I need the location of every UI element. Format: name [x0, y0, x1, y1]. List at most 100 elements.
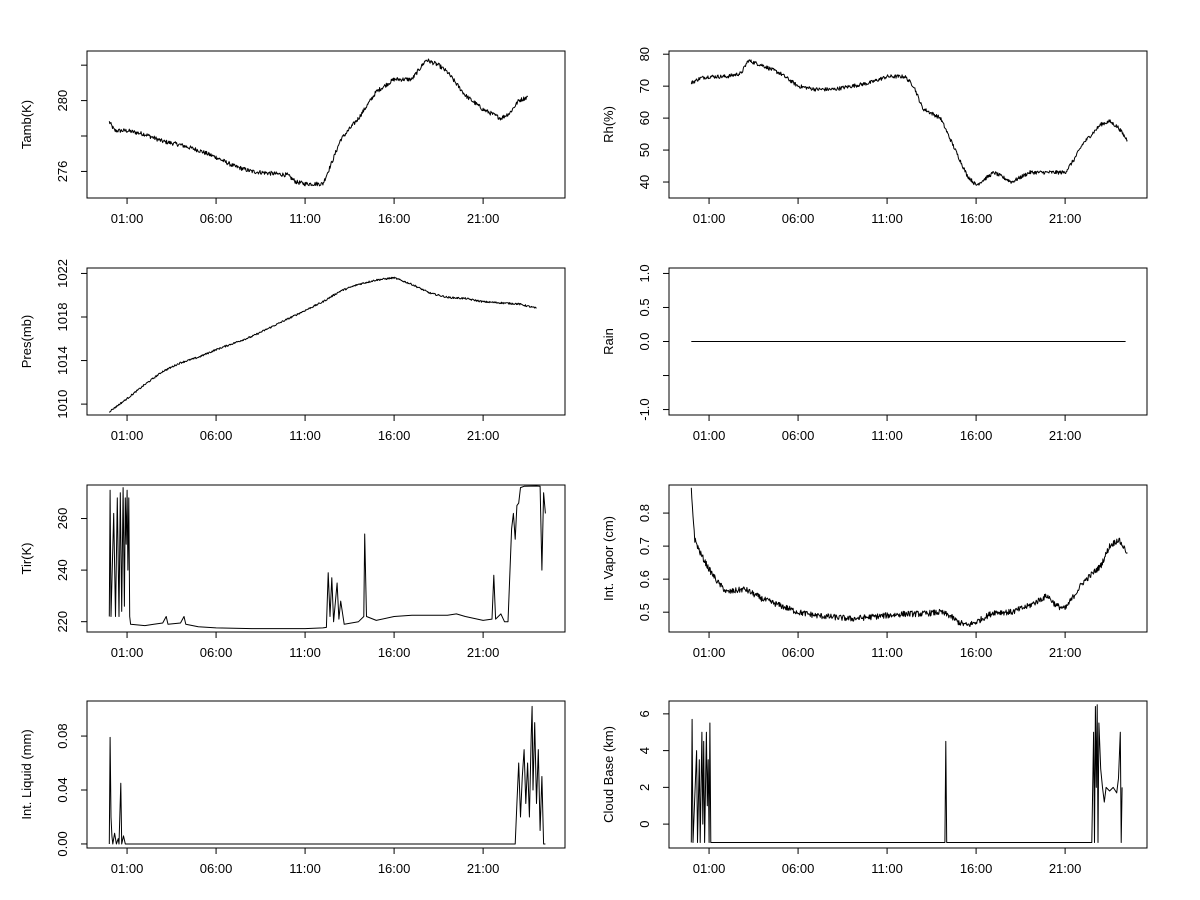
x-tick-label: 21:00 [467, 645, 500, 660]
y-tick-label: 80 [637, 47, 652, 61]
x-tick-label: 21:00 [467, 211, 500, 226]
y-tick-label: 50 [637, 143, 652, 157]
x-tick-label: 06:00 [200, 211, 233, 226]
x-tick-label: 06:00 [782, 211, 815, 226]
x-tick-label: 06:00 [782, 645, 815, 660]
y-tick-label: 40 [637, 175, 652, 189]
panel-4: 01:00 06:00 11:00 16:00 21:00 220 240 260 Tir(K) [19, 484, 566, 660]
plot-frame [668, 700, 1148, 849]
series-line [108, 485, 546, 630]
x-tick-label: 01:00 [111, 861, 144, 876]
y-tick-label: 0.04 [55, 777, 70, 802]
x-tick-label: 11:00 [289, 861, 321, 876]
series-line [108, 276, 537, 413]
x-tick-label: 16:00 [960, 645, 993, 660]
y-tick-label: 2 [637, 784, 652, 791]
y-tick-label: 0.8 [637, 504, 652, 522]
y-axis-label: Tir(K) [19, 542, 34, 574]
y-tick-label: 280 [55, 90, 70, 112]
x-tick-label: 16:00 [378, 861, 411, 876]
x-tick-label: 11:00 [289, 428, 321, 443]
y-tick-label: 0.08 [55, 723, 70, 748]
y-axis-label: Tamb(K) [19, 100, 34, 149]
panel-3: 01:00 06:00 11:00 16:00 21:00 -1.0 0.0 0.5 1.0 Ra… [601, 264, 1148, 443]
y-tick-label: 220 [55, 611, 70, 633]
x-tick-label: 01:00 [111, 645, 144, 660]
y-tick-label: 1018 [55, 303, 70, 332]
x-tick-label: 06:00 [200, 861, 233, 876]
y-tick-label: 4 [637, 747, 652, 754]
x-tick-label: 01:00 [693, 645, 726, 660]
x-tick-label: 16:00 [378, 211, 411, 226]
panel-6: 01:00 06:00 11:00 16:00 21:00 0.00 0.04 0.08 Int… [19, 700, 566, 876]
y-tick-label: 60 [637, 111, 652, 125]
panel-5: 01:00 06:00 11:00 16:00 21:00 0.5 0.6 0.7 0.8 Int… [601, 484, 1148, 660]
y-axis-label: Pres(mb) [19, 315, 34, 368]
series-line [108, 705, 546, 845]
x-tick-label: 21:00 [1049, 211, 1082, 226]
y-tick-label: 6 [637, 710, 652, 717]
x-tick-label: 06:00 [782, 428, 815, 443]
y-axis-label: Cloud Base (km) [601, 726, 616, 823]
x-tick-label: 16:00 [960, 211, 993, 226]
y-tick-label: 260 [55, 508, 70, 530]
x-tick-label: 16:00 [378, 428, 411, 443]
x-tick-label: 11:00 [871, 645, 903, 660]
x-tick-label: 21:00 [467, 861, 500, 876]
x-tick-label: 11:00 [871, 428, 903, 443]
panel-0: 01:00 06:00 11:00 16:00 21:00 276 280 Tamb(K) [19, 50, 566, 226]
y-axis-label: Rh(%) [601, 106, 616, 143]
x-tick-label: 11:00 [289, 211, 321, 226]
x-tick-label: 11:00 [289, 645, 321, 660]
y-tick-label: 0.5 [637, 603, 652, 621]
y-tick-label: 1014 [55, 346, 70, 375]
x-tick-label: 16:00 [960, 861, 993, 876]
x-tick-label: 01:00 [693, 861, 726, 876]
x-tick-label: 06:00 [200, 645, 233, 660]
y-axis-label: Rain [601, 328, 616, 355]
x-tick-label: 01:00 [693, 211, 726, 226]
y-tick-label: 1022 [55, 259, 70, 288]
y-tick-label: 276 [55, 161, 70, 183]
y-tick-label: 0 [637, 820, 652, 827]
series-line [108, 58, 529, 187]
x-tick-label: 01:00 [111, 211, 144, 226]
series-line [690, 487, 1128, 627]
y-tick-label: 0.5 [637, 298, 652, 316]
x-tick-label: 16:00 [378, 645, 411, 660]
y-tick-label: 0.6 [637, 570, 652, 588]
x-tick-label: 21:00 [1049, 428, 1082, 443]
plot-frame [86, 267, 566, 416]
y-tick-label: 240 [55, 559, 70, 581]
y-tick-label: 0.00 [55, 831, 70, 856]
x-tick-label: 06:00 [782, 861, 815, 876]
plot-frame [668, 50, 1148, 199]
x-tick-label: 21:00 [1049, 645, 1082, 660]
y-tick-label: -1.0 [637, 398, 652, 420]
series-line [690, 704, 1123, 843]
y-tick-label: 1.0 [637, 264, 652, 282]
plot-frame [86, 484, 566, 633]
plot-frame [86, 50, 566, 199]
y-axis-label: Int. Liquid (mm) [19, 729, 34, 819]
y-tick-label: 70 [637, 79, 652, 93]
panel-7: 01:00 06:00 11:00 16:00 21:00 0 2 4 6 Cloud Base … [601, 700, 1148, 876]
plot-frame [668, 484, 1148, 633]
y-tick-label: 1010 [55, 390, 70, 419]
x-tick-label: 01:00 [111, 428, 144, 443]
plot-frame [86, 700, 566, 849]
panel-2: 01:00 06:00 11:00 16:00 21:00 1010 1014 1018 102… [19, 259, 566, 443]
x-tick-label: 16:00 [960, 428, 993, 443]
x-tick-label: 01:00 [693, 428, 726, 443]
y-axis-label: Int. Vapor (cm) [601, 516, 616, 601]
y-tick-label: 0.7 [637, 537, 652, 555]
panel-1: 01:00 06:00 11:00 16:00 21:00 40 50 60 70 80 Rh(%) [601, 47, 1148, 226]
x-tick-label: 11:00 [871, 861, 903, 876]
y-tick-label: 0.0 [637, 332, 652, 350]
series-line [690, 59, 1128, 186]
x-tick-label: 21:00 [1049, 861, 1082, 876]
x-tick-label: 11:00 [871, 211, 903, 226]
x-tick-label: 21:00 [467, 428, 500, 443]
